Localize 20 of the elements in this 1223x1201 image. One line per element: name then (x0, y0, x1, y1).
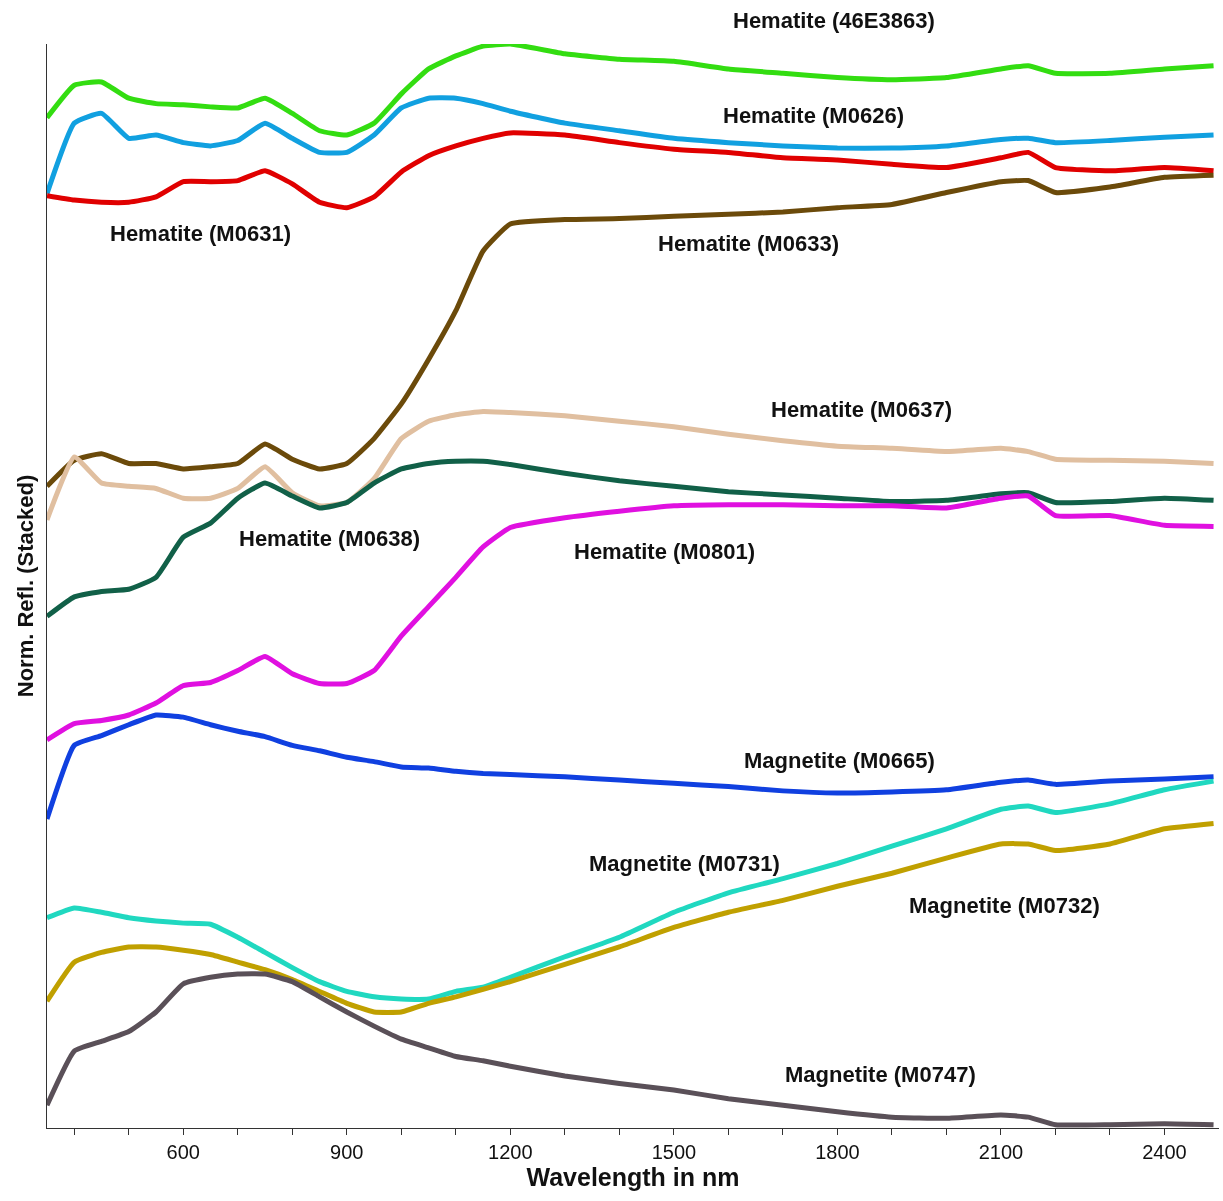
x-tick-label: 1200 (488, 1141, 533, 1163)
series-label: Magnetite (M0732) (909, 893, 1100, 918)
x-tick-label: 2400 (1142, 1141, 1187, 1163)
series-label: Magnetite (M0747) (785, 1062, 976, 1087)
series-label: Hematite (M0633) (658, 231, 839, 256)
series-label: Hematite (M0638) (239, 526, 420, 551)
series-label: Magnetite (M0731) (589, 851, 780, 876)
series-label: Magnetite (M0665) (744, 748, 935, 773)
series-label: Hematite (M0631) (110, 221, 291, 246)
series-label: Hematite (M0626) (723, 103, 904, 128)
series-label: Hematite (46E3863) (733, 8, 935, 33)
x-tick-label: 1800 (815, 1141, 860, 1163)
x-tick-label: 900 (330, 1141, 364, 1163)
x-tick-label: 2100 (978, 1141, 1024, 1163)
x-axis-title: Wavelength in nm (526, 1163, 740, 1191)
series-label: Hematite (M0637) (771, 397, 952, 422)
series-label: Hematite (M0801) (574, 539, 755, 564)
y-axis-title: Norm. Refl. (Stacked) (12, 474, 38, 698)
x-tick-label: 1500 (651, 1141, 697, 1163)
x-tick-label: 600 (166, 1141, 200, 1163)
